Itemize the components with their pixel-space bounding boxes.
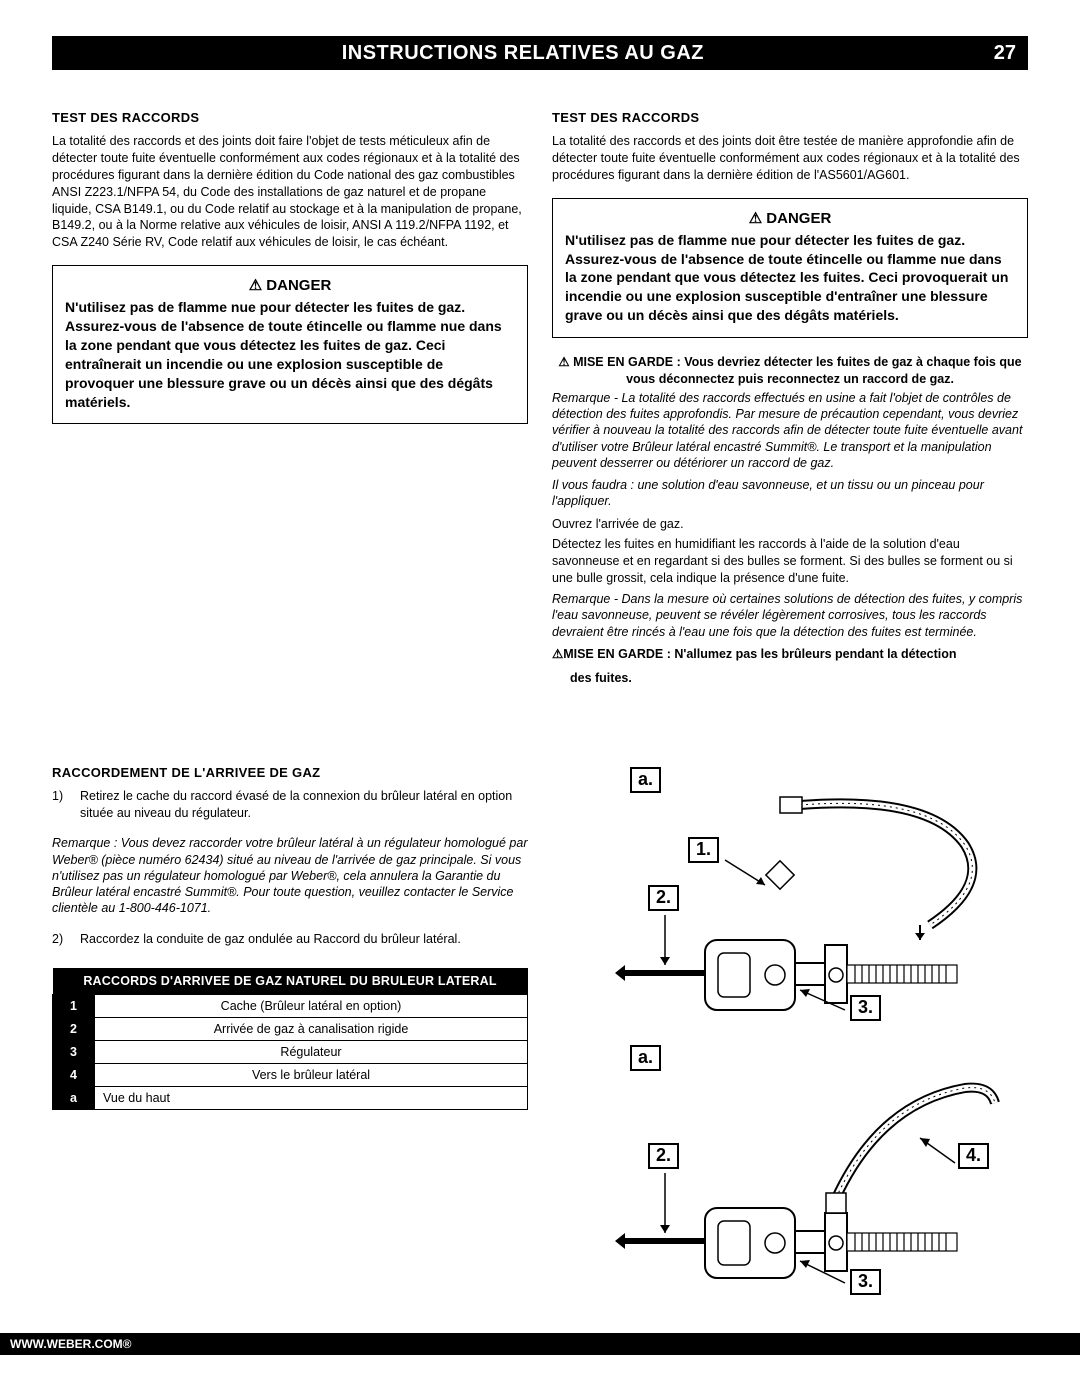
instruction-list: 1) Retirez le cache du raccord évasé de … (52, 788, 528, 822)
footer-url: WWW.WEBER.COM® (10, 1337, 132, 1351)
right-heading: TEST DES RACCORDS (552, 110, 1028, 125)
right-note-2: Il vous faudra : une solution d'eau savo… (552, 477, 1028, 510)
table-key: 3 (53, 1040, 95, 1063)
right-warning-2b: des fuites. (570, 671, 1028, 685)
right-danger-text: N'utilisez pas de flamme nue pour détect… (565, 231, 1015, 325)
left-danger-title: ⚠ DANGER (65, 276, 515, 294)
parts-table: RACCORDS D'ARRIVEE DE GAZ NATUREL DU BRU… (52, 968, 528, 1110)
table-value: Vers le brûleur latéral (95, 1063, 528, 1086)
header-title: INSTRUCTIONS RELATIVES AU GAZ (52, 42, 994, 65)
table-key: 1 (53, 994, 95, 1017)
table-value: Cache (Brûleur latéral en option) (95, 994, 528, 1017)
footer: WWW.WEBER.COM® (0, 1333, 1080, 1355)
page-header: INSTRUCTIONS RELATIVES AU GAZ 27 (52, 36, 1028, 70)
left-danger-box: ⚠ DANGER N'utilisez pas de flamme nue po… (52, 265, 528, 424)
right-column: TEST DES RACCORDS La totalité des raccor… (552, 110, 1028, 685)
right-note-3: Remarque - Dans la mesure où certaines s… (552, 591, 1028, 640)
list-item: 1) Retirez le cache du raccord évasé de … (52, 788, 528, 822)
callout-2: 2. (648, 885, 679, 911)
right-warning-2a: ⚠MISE EN GARDE : N'allumez pas les brûle… (552, 646, 1028, 663)
right-step-detect: Détectez les fuites en humidifiant les r… (552, 536, 1028, 587)
lower-note: Remarque : Vous devez raccorder votre br… (52, 835, 528, 916)
right-warning-1: ⚠ MISE EN GARDE : Vous devriez détecter … (552, 354, 1028, 388)
instruction-list-2: 2) Raccordez la conduite de gaz ondulée … (52, 931, 528, 948)
diagram-1-svg (570, 765, 1010, 1025)
left-column: TEST DES RACCORDS La totalité des raccor… (52, 110, 528, 685)
table-value: Arrivée de gaz à canalisation rigide (95, 1017, 528, 1040)
table-key: 2 (53, 1017, 95, 1040)
right-step-open: Ouvrez l'arrivée de gaz. (552, 516, 1028, 533)
table-value: Régulateur (95, 1040, 528, 1063)
list-text: Raccordez la conduite de gaz ondulée au … (80, 931, 461, 948)
callout-2: 2. (648, 1143, 679, 1169)
right-danger-title: ⚠ DANGER (565, 209, 1015, 227)
lower-right-column: a. 1. 2. 3. (552, 765, 1028, 1303)
right-danger-box: ⚠ DANGER N'utilisez pas de flamme nue po… (552, 198, 1028, 338)
lower-heading: RACCORDEMENT DE L'ARRIVEE DE GAZ (52, 765, 528, 780)
header-page-number: 27 (994, 42, 1016, 65)
right-note-1: Remarque - La totalité des raccords effe… (552, 390, 1028, 471)
right-paragraph-1: La totalité des raccords et des joints d… (552, 133, 1028, 184)
lower-left-column: RACCORDEMENT DE L'ARRIVEE DE GAZ 1) Reti… (52, 765, 528, 1303)
callout-4: 4. (958, 1143, 989, 1169)
list-item: 2) Raccordez la conduite de gaz ondulée … (52, 931, 528, 948)
left-paragraph: La totalité des raccords et des joints d… (52, 133, 528, 251)
callout-a: a. (630, 1045, 661, 1071)
callout-3: 3. (850, 1269, 881, 1295)
diagram-1: a. 1. 2. 3. (570, 765, 1010, 1025)
table-title: RACCORDS D'ARRIVEE DE GAZ NATUREL DU BRU… (53, 968, 528, 995)
diagram-2-svg (570, 1043, 1010, 1303)
table-key: a (53, 1086, 95, 1109)
table-value: Vue du haut (95, 1086, 528, 1109)
list-number: 2) (52, 931, 80, 948)
list-number: 1) (52, 788, 80, 822)
callout-a: a. (630, 767, 661, 793)
diagram-2: a. 2. 4. 3. (570, 1043, 1010, 1303)
left-heading: TEST DES RACCORDS (52, 110, 528, 125)
callout-3: 3. (850, 995, 881, 1021)
callout-1: 1. (688, 837, 719, 863)
list-text: Retirez le cache du raccord évasé de la … (80, 788, 528, 822)
table-key: 4 (53, 1063, 95, 1086)
left-danger-text: N'utilisez pas de flamme nue pour détect… (65, 298, 515, 411)
